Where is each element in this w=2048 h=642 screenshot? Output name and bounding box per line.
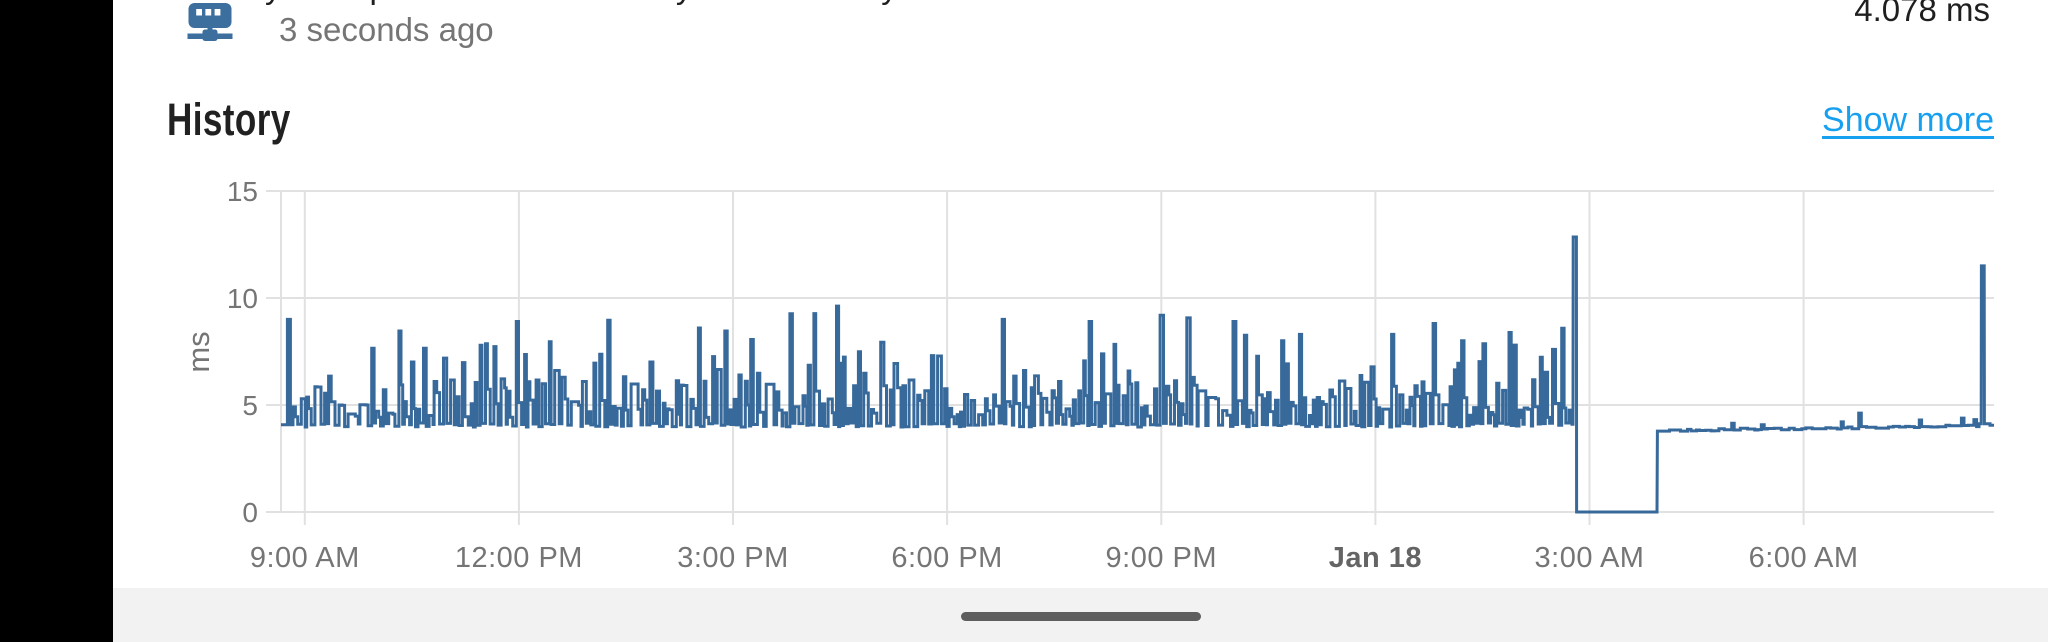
- entity-state-value: 4.078 ms: [1854, 0, 1990, 28]
- svg-text:6:00 PM: 6:00 PM: [891, 542, 1003, 574]
- svg-text:5: 5: [242, 390, 258, 421]
- svg-text:6:00 AM: 6:00 AM: [1749, 542, 1859, 574]
- gesture-navigation-pill[interactable]: [961, 612, 1201, 621]
- svg-text:0: 0: [242, 497, 258, 528]
- svg-text:15: 15: [227, 176, 258, 207]
- history-section-title: History: [167, 94, 291, 145]
- svg-text:12:00 PM: 12:00 PM: [455, 542, 583, 574]
- svg-text:ms: ms: [181, 331, 216, 372]
- svg-text:10: 10: [227, 283, 258, 314]
- show-more-link[interactable]: Show more: [1822, 101, 1994, 139]
- display-cutout-bar: [0, 0, 113, 642]
- svg-text:Jan 18: Jan 18: [1329, 542, 1422, 574]
- system-navigation-bar: [113, 588, 2048, 642]
- svg-text:9:00 AM: 9:00 AM: [250, 542, 360, 574]
- server-network-icon: [187, 3, 233, 41]
- entity-name: yacht spectrum mesh latency home latency: [265, 0, 898, 7]
- svg-text:3:00 PM: 3:00 PM: [677, 542, 789, 574]
- svg-text:3:00 AM: 3:00 AM: [1535, 542, 1645, 574]
- last-changed-text: 3 seconds ago: [279, 11, 494, 48]
- svg-text:9:00 PM: 9:00 PM: [1106, 542, 1218, 574]
